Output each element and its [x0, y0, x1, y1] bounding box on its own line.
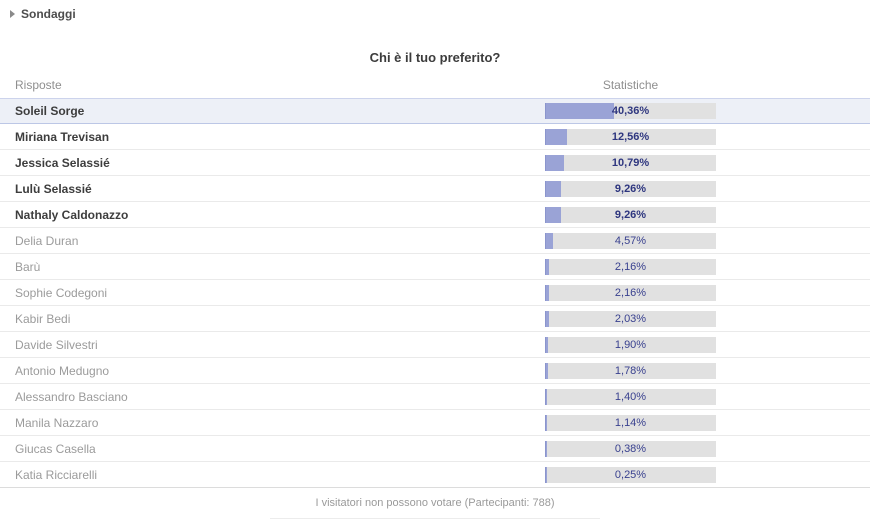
- answer-label: Davide Silvestri: [15, 337, 98, 352]
- table-header-row: Risposte Statistiche: [0, 72, 870, 98]
- result-bar-track: 9,26%: [545, 180, 716, 197]
- result-bar-track: 2,16%: [545, 258, 716, 275]
- value-label: 9,26%: [614, 208, 647, 221]
- result-bar-track: 0,38%: [545, 440, 716, 457]
- value-label: 2,16%: [614, 286, 647, 299]
- value-label: 9,26%: [614, 182, 647, 195]
- bar-fill: [545, 362, 548, 379]
- answer-label: Delia Duran: [15, 233, 79, 248]
- answer-label: Manila Nazzaro: [15, 415, 99, 430]
- value-label: 0,25%: [614, 468, 647, 481]
- column-header-answers: Risposte: [15, 78, 62, 92]
- bar-fill: [545, 466, 547, 483]
- result-bar-track: 1,40%: [545, 388, 716, 405]
- answer-label: Barù: [15, 259, 41, 274]
- poll-results-table: Risposte Statistiche Soleil Sorge 40,36%…: [0, 72, 870, 488]
- result-bar-track: 2,16%: [545, 284, 716, 301]
- value-label: 10,79%: [611, 156, 650, 169]
- poll-title: Chi è il tuo preferito?: [369, 50, 501, 65]
- poll-row: Delia Duran 4,57%: [0, 228, 870, 254]
- bar-fill: [545, 388, 548, 405]
- poll-row: Jessica Selassié 10,79%: [0, 150, 870, 176]
- result-bar-track: 0,25%: [545, 466, 716, 483]
- footer-divider: [270, 518, 600, 519]
- answer-label: Alessandro Basciano: [15, 389, 128, 404]
- bar-fill: [545, 310, 549, 327]
- value-label: 0,38%: [614, 442, 647, 455]
- result-bar-track: 1,90%: [545, 336, 716, 353]
- result-bar-track: 1,14%: [545, 414, 716, 431]
- poll-row: Nathaly Caldonazzo 9,26%: [0, 202, 870, 228]
- poll-row: Barù 2,16%: [0, 254, 870, 280]
- answer-label: Miriana Trevisan: [15, 129, 110, 144]
- breadcrumb-link-sondaggi[interactable]: Sondaggi: [21, 7, 76, 21]
- value-label: 12,56%: [611, 130, 650, 143]
- poll-row: Giucas Casella 0,38%: [0, 436, 870, 462]
- answer-label: Antonio Medugno: [15, 363, 110, 378]
- result-bar-track: 10,79%: [545, 154, 716, 171]
- answer-label: Lulù Selassié: [15, 181, 92, 196]
- answer-label: Jessica Selassié: [15, 155, 110, 170]
- value-label: 1,78%: [614, 364, 647, 377]
- poll-row: Davide Silvestri 1,90%: [0, 332, 870, 358]
- answer-label: Katia Ricciarelli: [15, 467, 98, 482]
- poll-row: Katia Ricciarelli 0,25%: [0, 462, 870, 488]
- poll-row: Lulù Selassié 9,26%: [0, 176, 870, 202]
- answer-label: Nathaly Caldonazzo: [15, 207, 129, 222]
- poll-row: Manila Nazzaro 1,14%: [0, 410, 870, 436]
- value-label: 2,16%: [614, 260, 647, 273]
- bar-fill: [545, 128, 567, 145]
- breadcrumb: Sondaggi: [10, 7, 76, 21]
- result-bar-track: 1,78%: [545, 362, 716, 379]
- bar-fill: [545, 258, 549, 275]
- column-header-statistics: Statistiche: [602, 78, 659, 92]
- bar-fill: [545, 284, 549, 301]
- poll-row: Alessandro Basciano 1,40%: [0, 384, 870, 410]
- bar-fill: [545, 336, 549, 353]
- answer-label: Sophie Codegoni: [15, 285, 108, 300]
- bar-fill: [545, 180, 561, 197]
- result-bar-track: 12,56%: [545, 128, 716, 145]
- result-bar-track: 40,36%: [545, 103, 716, 119]
- value-label: 1,90%: [614, 338, 647, 351]
- poll-row: Antonio Medugno 1,78%: [0, 358, 870, 384]
- result-bar-track: 9,26%: [545, 206, 716, 223]
- bar-fill: [545, 103, 614, 119]
- value-label: 4,57%: [614, 234, 647, 247]
- poll-footer-note: I visitatori non possono votare (Parteci…: [315, 497, 555, 509]
- breadcrumb-arrow-icon: [10, 10, 15, 18]
- value-label: 2,03%: [614, 312, 647, 325]
- answer-label: Kabir Bedi: [15, 311, 71, 326]
- answer-label: Soleil Sorge: [15, 104, 85, 118]
- poll-row: Sophie Codegoni 2,16%: [0, 280, 870, 306]
- value-label: 1,40%: [614, 390, 647, 403]
- poll-row: Soleil Sorge 40,36%: [0, 98, 870, 124]
- poll-row: Miriana Trevisan 12,56%: [0, 124, 870, 150]
- result-bar-track: 4,57%: [545, 232, 716, 249]
- bar-fill: [545, 206, 561, 223]
- bar-fill: [545, 232, 553, 249]
- value-label: 40,36%: [611, 105, 650, 117]
- result-bar-track: 2,03%: [545, 310, 716, 327]
- bar-fill: [545, 440, 547, 457]
- poll-row: Kabir Bedi 2,03%: [0, 306, 870, 332]
- value-label: 1,14%: [614, 416, 647, 429]
- bar-fill: [545, 154, 564, 171]
- answer-label: Giucas Casella: [15, 441, 96, 456]
- poll-table-body: Soleil Sorge 40,36% Miriana Trevisan 12,…: [0, 98, 870, 488]
- bar-fill: [545, 414, 547, 431]
